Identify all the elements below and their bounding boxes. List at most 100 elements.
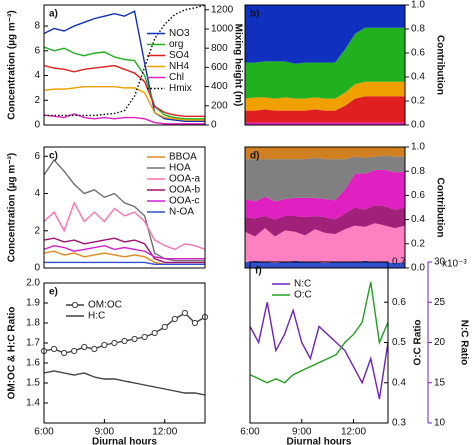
legend-label: H:C	[88, 311, 105, 322]
series-line	[43, 46, 205, 120]
legend-label: N:C	[294, 279, 311, 290]
x-tick-label: 12:00	[152, 427, 177, 438]
stacked-area	[245, 27, 405, 99]
y2-tick-label: 25	[434, 297, 446, 308]
y2-tick-label: 0.2	[411, 238, 425, 249]
marker	[171, 315, 178, 323]
y-tick-label: 0.5	[392, 337, 406, 348]
y2-axis-label: Contribution	[434, 178, 445, 238]
y-tick-label: 2	[34, 95, 40, 106]
x-axis-label: Diurnal hours	[286, 437, 351, 445]
x-tick-label: 6:00	[34, 427, 54, 438]
stacked-area	[245, 205, 405, 237]
stacked-area	[245, 122, 405, 125]
y2-tick-label: 1.0	[411, 0, 425, 11]
y2-tick-label: 0.4	[411, 72, 425, 83]
y-tick-label: 1.5	[26, 378, 40, 389]
panel-label: d)	[250, 151, 259, 162]
stacked-area	[245, 169, 405, 220]
plot-frame	[43, 4, 206, 126]
legend-label: N-OA	[169, 207, 194, 218]
x-axis-label: Diurnal hours	[92, 437, 157, 445]
marker	[181, 309, 188, 317]
y2-tick-label: 30	[434, 257, 446, 268]
marker	[151, 329, 158, 337]
panel-label: e)	[49, 287, 58, 298]
stacked-area	[245, 260, 405, 268]
series-line	[249, 281, 389, 384]
legend-label: OOA-a	[169, 174, 201, 185]
x-tick-label: 12:00	[341, 427, 366, 438]
series-line	[44, 261, 205, 265]
y-tick-label: 1.4	[26, 398, 40, 409]
y2-tick-label: 20	[434, 337, 446, 348]
legend-marker	[71, 301, 79, 309]
y-tick-label: 4	[34, 70, 40, 81]
y2-tick-label: 0.0	[411, 263, 425, 274]
y2-tick-label: 400	[211, 81, 228, 92]
marker	[131, 335, 138, 343]
y-tick-label: 1.8	[26, 318, 40, 329]
y-tick-label: 0.3	[392, 418, 406, 429]
y-axis-label: O:C Ratio	[413, 319, 424, 365]
panel-label: b)	[250, 9, 259, 20]
y2-tick-label: 0.2	[411, 96, 425, 107]
panel-label: a)	[49, 9, 58, 20]
y2-tick-label: 10	[434, 418, 446, 429]
y-tick-label: 0.7	[392, 257, 406, 268]
y2-tick-label: 0.8	[411, 166, 425, 177]
y-tick-label: 2.0	[26, 278, 40, 289]
legend-label: SO4	[169, 50, 189, 61]
y2-tick-label: 0.6	[411, 190, 425, 201]
series-line	[43, 10, 205, 122]
y-tick-label: 6	[34, 45, 40, 56]
stacked-area	[245, 96, 405, 123]
legend-label: O:C	[294, 290, 312, 301]
marker	[121, 337, 128, 345]
y-tick-label: 2	[34, 225, 40, 236]
series-line	[43, 85, 205, 121]
legend-label: BBOA	[169, 152, 197, 163]
y-tick-label: 0.6	[392, 297, 406, 308]
y-tick-label: 6	[34, 151, 40, 162]
plot-frame	[244, 4, 406, 126]
stacked-area	[245, 81, 405, 111]
series-line	[43, 201, 206, 251]
plot-frame	[43, 146, 206, 269]
marker	[141, 333, 148, 341]
y2-tick-label: 1.0	[411, 142, 425, 153]
stacked-area	[245, 147, 405, 160]
y2-tick-label: 800	[211, 43, 228, 54]
y-tick-label: 0	[34, 120, 40, 131]
legend-label: OOA-c	[169, 196, 200, 207]
stacked-area	[245, 5, 405, 64]
marker	[50, 345, 58, 353]
marker	[91, 345, 98, 353]
y2-tick-label: 15	[434, 377, 446, 388]
legend-label: NO3	[169, 28, 190, 39]
series-line	[43, 158, 205, 262]
marker	[101, 341, 108, 349]
x-tick-label: 9:00	[95, 427, 115, 438]
y2-tick-label: 0	[211, 120, 217, 131]
marker	[61, 349, 68, 357]
y2-tick-label: 0.8	[411, 24, 425, 35]
y2-note: x10⁻³	[442, 259, 467, 270]
y2-axis-label: Mixing height (m)	[232, 24, 243, 107]
series-line	[249, 302, 389, 399]
plot-frame	[249, 261, 389, 424]
marker	[161, 323, 168, 331]
panel-label: c)	[49, 151, 58, 162]
marker	[71, 347, 78, 355]
y2-axis-label: N:C Ratio	[458, 320, 469, 366]
series-line	[44, 4, 206, 117]
legend-label: OM:OC	[88, 300, 122, 311]
plot-frame	[43, 282, 206, 424]
y2-tick-label: 0.6	[411, 48, 425, 59]
series-line	[43, 113, 205, 125]
legend-label: Hmix	[169, 83, 192, 94]
series-line	[43, 244, 205, 260]
y-tick-label: 1.6	[26, 358, 40, 369]
series-line	[43, 370, 206, 396]
y2-tick-label: 0.4	[411, 214, 425, 225]
